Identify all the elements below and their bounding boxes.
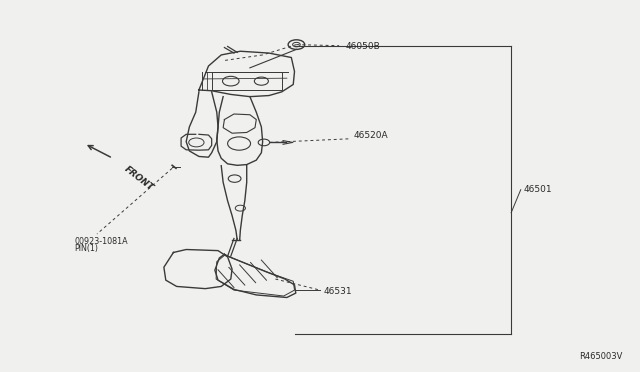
Text: R465003V: R465003V (579, 352, 623, 361)
Text: 46520A: 46520A (353, 131, 388, 140)
Text: 00923-1081A: 00923-1081A (75, 237, 128, 246)
Text: 46531: 46531 (323, 287, 352, 296)
Text: 46050B: 46050B (346, 42, 380, 51)
Text: FRONT: FRONT (122, 164, 155, 193)
Text: 46501: 46501 (524, 185, 552, 194)
Text: PIN(1): PIN(1) (75, 244, 99, 253)
